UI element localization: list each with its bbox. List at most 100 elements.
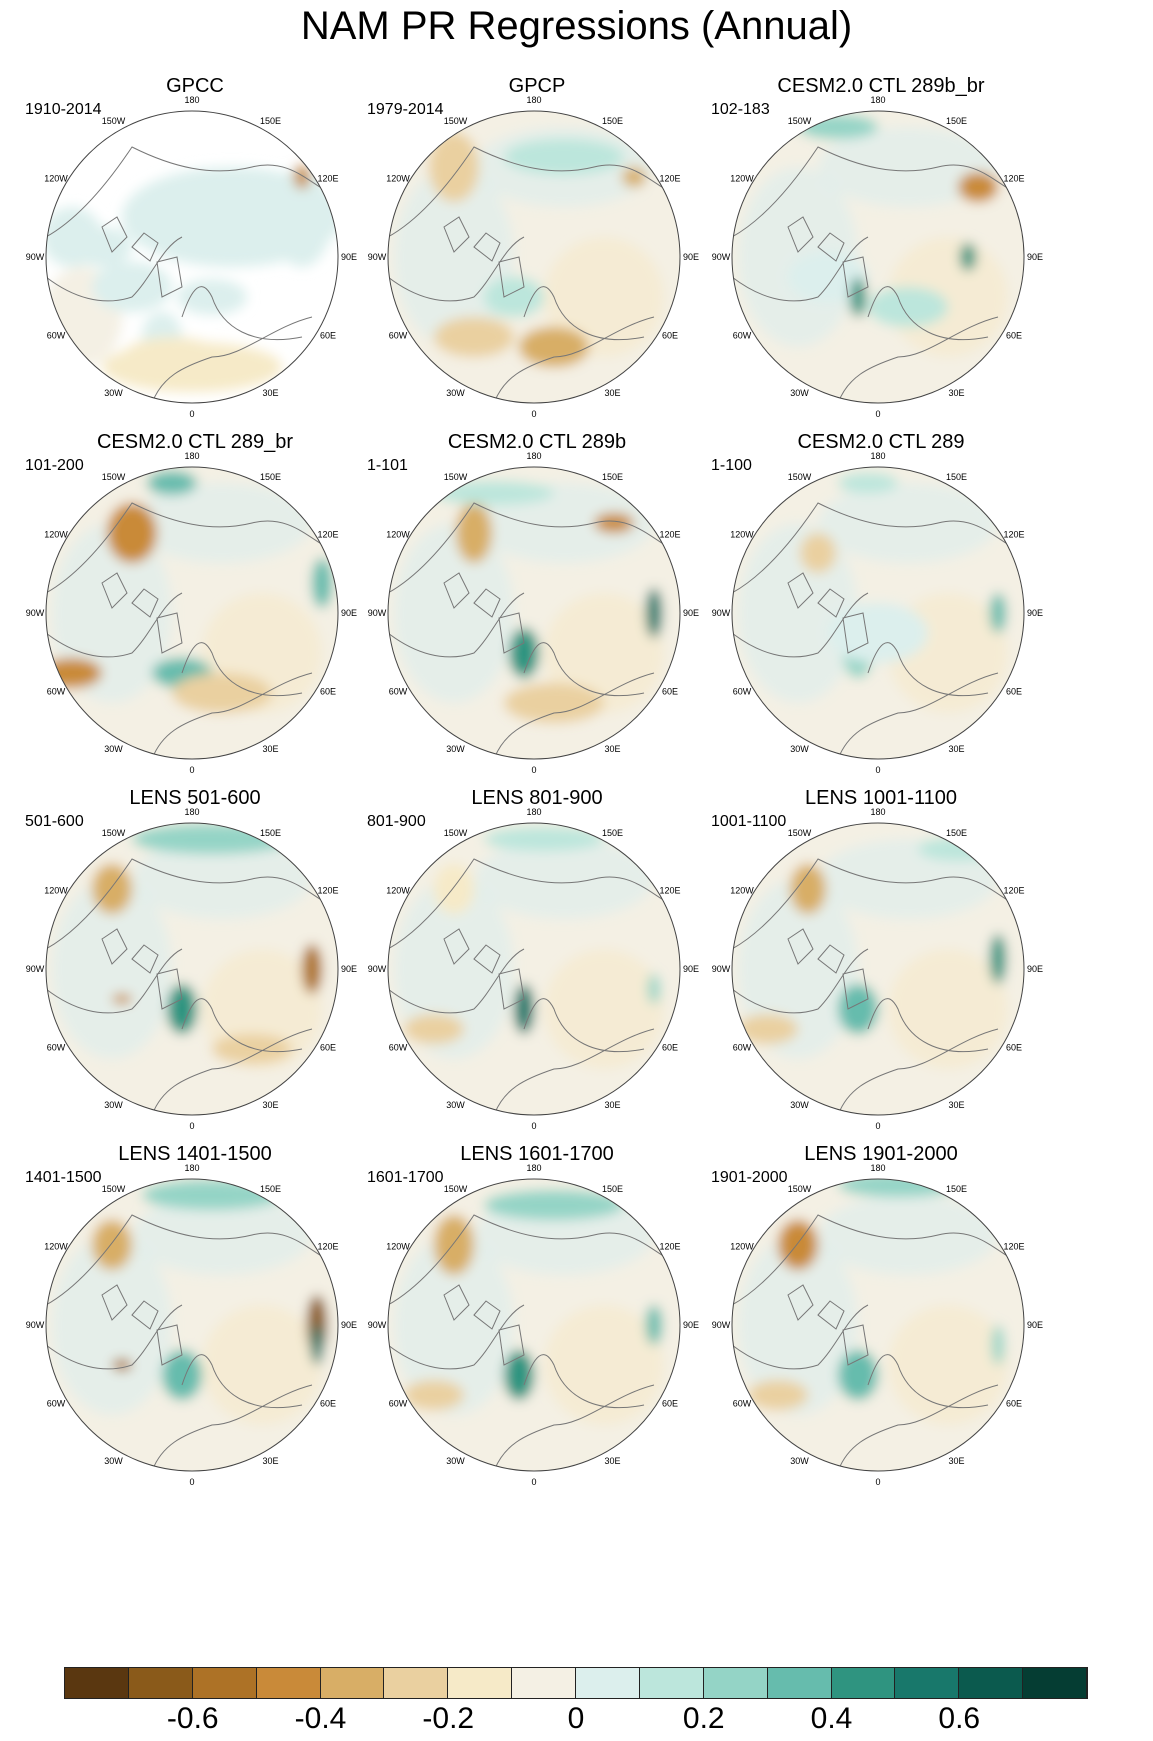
anomaly-region [202,1305,322,1425]
anomaly-region [648,974,660,1004]
longitude-label: 180 [870,451,885,461]
longitude-label: 120E [1003,1242,1024,1252]
longitude-label: 30W [790,1456,809,1466]
longitude-label: 120E [659,174,680,184]
longitude-label: 90W [368,1320,387,1330]
longitude-label: 120E [317,530,338,540]
panel-title: LENS 1401-1500 [118,1143,272,1165]
longitude-label: 150W [102,116,126,126]
anomaly-region [112,994,132,1004]
longitude-label: 60E [662,687,678,697]
colorbar-swatch [576,1668,640,1698]
longitude-label: 120W [730,886,754,896]
anomaly-region [888,1305,1008,1425]
longitude-label: 90W [712,252,731,262]
anomaly-region [509,628,539,678]
longitude-label: 120W [386,1242,410,1252]
colorbar-swatch [703,1668,768,1698]
longitude-label: 90E [341,1320,357,1330]
longitude-label: 120W [44,1242,68,1252]
coastline [732,502,1024,759]
map-panel: 180 150E 120E 90E 60E 30E 0 30W 60W 90W 120W 150W LE… [701,786,1061,1181]
panel-year-range: 1-100 [711,457,752,474]
anomaly-region [132,1195,312,1275]
longitude-label: 120E [317,1242,338,1252]
panel-year-range: 1-101 [367,457,408,474]
longitude-label: 60W [733,687,752,697]
anomaly-region [748,1380,808,1410]
longitude-label: 90E [341,964,357,974]
polar-map: 180 150E 120E 90E 60E 30E 0 30W 60W 90W 120W 150W [712,95,1043,419]
anomaly-region [484,277,544,317]
longitude-label: 90E [683,964,699,974]
panel-title: LENS 501-600 [129,787,261,809]
longitude-label: 120W [730,1242,754,1252]
longitude-label: 150W [788,1184,812,1194]
anomaly-region [394,879,514,1059]
colorbar-tick-label: 0.6 [938,1702,981,1735]
longitude-label: 30W [790,744,809,754]
longitude-label: 180 [870,95,885,105]
longitude-label: 180 [526,451,541,461]
anomaly-region [790,864,826,914]
longitude-label: 150W [444,828,468,838]
longitude-label: 150E [602,1184,623,1194]
longitude-label: 60W [47,1043,66,1053]
anomaly-region [52,523,172,703]
panel-year-range: 1601-1700 [367,1169,444,1186]
anomaly-region [46,658,102,688]
coastline [46,146,338,403]
longitude-label: 90W [26,1320,45,1330]
map-panel: 180 150E 120E 90E 60E 30E 0 30W 60W 90W 120W 150W LE… [357,786,717,1181]
colorbar-swatch [959,1668,1024,1698]
map-panel: 180 150E 120E 90E 60E 30E 0 30W 60W 90W 120W 150W LE… [15,1142,375,1537]
anomaly-region [888,949,1008,1069]
panel-title: CESM2.0 CTL 289b [447,431,627,453]
anomaly-region [394,1235,514,1415]
longitude-label: 30E [604,1456,620,1466]
longitude-label: 90W [26,608,45,618]
anomaly-region [544,949,664,1069]
longitude-label: 30W [104,1456,123,1466]
longitude-label: 150W [444,1184,468,1194]
longitude-label: 30W [790,388,809,398]
anomaly-region [132,839,312,919]
longitude-label: 150W [788,116,812,126]
longitude-label: 180 [870,807,885,817]
anomaly-region [850,277,866,317]
longitude-label: 150E [602,472,623,482]
polar-map: 180 150E 120E 90E 60E 30E 0 30W 60W 90W 120W 150W [368,95,699,419]
map-panel: 180 150E 120E 90E 60E 30E 0 30W 60W 90W 120W 150W LE… [15,786,375,1181]
colorbar-swatch [256,1668,321,1698]
longitude-label: 120W [44,174,68,184]
longitude-label: 30W [446,388,465,398]
map-border [387,822,681,1116]
colorbar-swatch [831,1668,896,1698]
map-panel: 180 150E 120E 90E 60E 30E 0 30W 60W 90W 120W 150W CE… [357,430,717,825]
anomaly-region [519,327,589,367]
polar-map: 180 150E 120E 90E 60E 30E 0 30W 60W 90W 120W 150W [712,1163,1043,1487]
panel-title: LENS 1601-1700 [460,1143,614,1165]
longitude-label: 120E [1003,174,1024,184]
anomaly-region [107,503,157,563]
map-border [731,822,1025,1116]
longitude-label: 90E [341,608,357,618]
anomaly-region [212,1034,292,1064]
longitude-label: 30E [948,744,964,754]
longitude-label: 180 [184,95,199,105]
anomaly-region [311,1325,323,1365]
anomaly-region [484,827,604,851]
anomaly-region [394,523,514,703]
longitude-label: 150W [444,472,468,482]
longitude-label: 180 [526,807,541,817]
longitude-label: 60W [389,1043,408,1053]
map-border [45,466,339,760]
longitude-label: 120E [1003,530,1024,540]
longitude-label: 60E [662,331,678,341]
longitude-label: 60W [389,687,408,697]
anomaly-region [434,481,554,505]
map-border [731,110,1025,404]
anomaly-region [456,503,492,563]
longitude-label: 60E [1006,1399,1022,1409]
map-border [45,822,339,1116]
